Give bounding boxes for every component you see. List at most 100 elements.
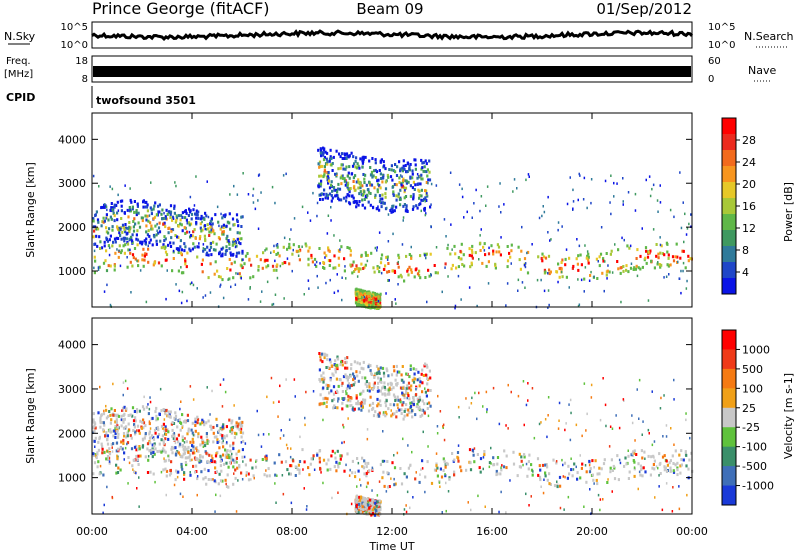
- echo-cell: [634, 209, 637, 212]
- echo-cell: [98, 185, 100, 188]
- echo-cell: [250, 263, 253, 267]
- echo-cell: [598, 264, 601, 268]
- echo-cell: [387, 279, 390, 282]
- echo-cell: [568, 403, 570, 406]
- echo-cell: [327, 246, 330, 250]
- echo-cell: [345, 181, 348, 184]
- echo-cell: [359, 180, 362, 184]
- echo-cell: [261, 266, 264, 270]
- echo-cell: [579, 174, 581, 177]
- echo-cell: [101, 421, 104, 424]
- echo-cell: [672, 470, 676, 474]
- echo-cell: [152, 436, 155, 440]
- colorbar-segment: [722, 166, 736, 183]
- echo-cell: [131, 264, 134, 268]
- echo-cell: [579, 454, 581, 457]
- echo-cell: [346, 185, 349, 189]
- echo-cell: [634, 439, 636, 442]
- echo-cell: [226, 441, 228, 444]
- echo-cell: [546, 478, 549, 482]
- echo-cell: [468, 247, 471, 251]
- echo-cell: [645, 261, 648, 265]
- colorbar-segment: [722, 446, 736, 467]
- echo-cell: [370, 304, 373, 308]
- echo-cell: [149, 470, 152, 474]
- echo-cell: [218, 472, 221, 476]
- echo-cell: [142, 426, 145, 430]
- echo-cell: [292, 243, 295, 247]
- echo-cell: [159, 387, 162, 391]
- echo-cell: [175, 184, 177, 188]
- echo-cell: [412, 496, 414, 499]
- echo-cell: [228, 212, 231, 216]
- echo-cell: [325, 462, 328, 466]
- echo-cell: [237, 272, 239, 275]
- cpid-value: twofsound 3501: [96, 94, 196, 107]
- echo-cell: [364, 498, 367, 502]
- echo-cell: [668, 273, 670, 276]
- echo-cell: [341, 407, 344, 411]
- echo-cell: [241, 448, 244, 452]
- echo-cell: [101, 445, 104, 449]
- echo-cell: [175, 469, 178, 473]
- echo-cell: [376, 267, 379, 271]
- echo-cell: [374, 176, 378, 179]
- echo-cell: [371, 499, 374, 503]
- echo-cell: [97, 227, 100, 231]
- echo-cell: [479, 457, 483, 461]
- echo-cell: [676, 255, 679, 259]
- echo-cell: [146, 447, 149, 451]
- echo-cell: [105, 217, 107, 220]
- echo-cell: [255, 460, 257, 463]
- echo-cell: [322, 153, 325, 157]
- echo-cell: [336, 363, 339, 367]
- echo-cell: [183, 249, 186, 253]
- echo-cell: [380, 253, 384, 257]
- echo-cell: [379, 366, 382, 370]
- echo-cell: [384, 414, 387, 418]
- echo-cell: [652, 463, 655, 466]
- echo-cell: [407, 408, 410, 412]
- echo-cell: [228, 242, 231, 246]
- echo-cell: [168, 226, 171, 230]
- echo-cell: [405, 207, 408, 211]
- echo-cell: [99, 240, 102, 244]
- echo-cell: [500, 490, 502, 494]
- echo-cell: [381, 180, 384, 184]
- echo-cell: [577, 198, 579, 202]
- echo-cell: [383, 484, 386, 488]
- echo-cell: [669, 208, 672, 212]
- echo-cell: [378, 270, 381, 274]
- echo-cell: [124, 223, 127, 226]
- echo-cell: [327, 259, 330, 262]
- echo-cell: [403, 472, 406, 476]
- echo-cell: [196, 287, 198, 290]
- echo-cell: [362, 303, 365, 307]
- echo-cell: [365, 474, 368, 478]
- echo-cell: [222, 462, 226, 466]
- echo-cell: [164, 467, 167, 471]
- echo-cell: [564, 263, 567, 267]
- echo-cell: [178, 444, 181, 448]
- echo-cell: [294, 465, 297, 469]
- echo-cell: [473, 447, 476, 450]
- echo-cell: [145, 300, 148, 304]
- echo-cell: [118, 244, 121, 248]
- echo-cell: [334, 359, 337, 363]
- echo-cell: [331, 189, 334, 193]
- echo-cell: [192, 208, 195, 212]
- echo-cell: [352, 196, 355, 200]
- echo-cell: [558, 401, 561, 405]
- echo-cell: [202, 477, 205, 481]
- echo-cell: [370, 183, 374, 187]
- echo-cell: [628, 470, 631, 474]
- echo-cell: [572, 207, 574, 210]
- echo-cell: [641, 456, 644, 460]
- echo-cell: [160, 212, 163, 216]
- echo-cell: [235, 460, 238, 464]
- echo-cell: [327, 248, 330, 252]
- echo-cell: [152, 263, 155, 267]
- echo-cell: [617, 248, 620, 252]
- echo-cell: [142, 205, 145, 209]
